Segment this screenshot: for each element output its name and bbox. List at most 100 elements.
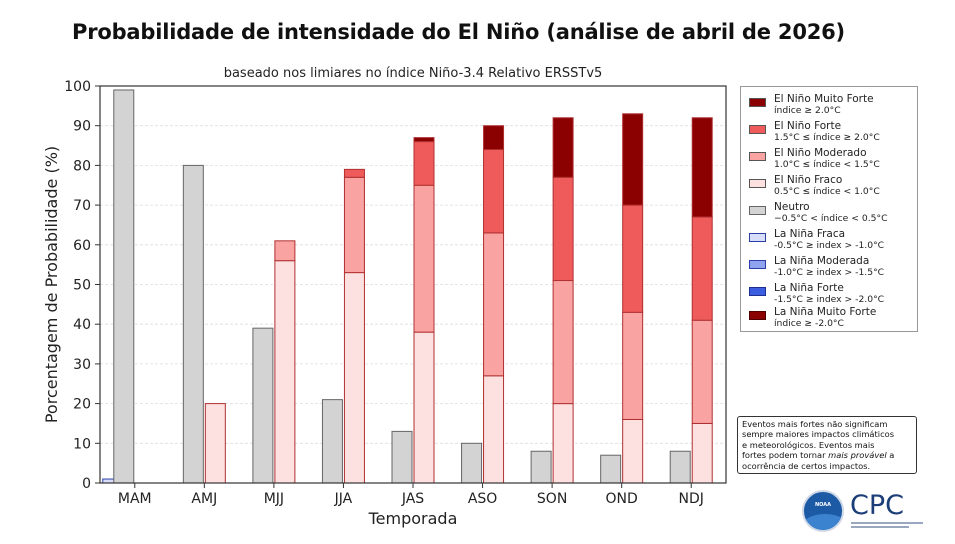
y-tick-label: 30 <box>73 357 91 373</box>
y-tick-label: 100 <box>64 79 91 95</box>
x-tick-label: JJA <box>334 491 353 507</box>
bar-neutral <box>600 454 622 484</box>
bar-el-nino <box>622 204 644 313</box>
bar-neutral <box>252 327 274 484</box>
bar-el-nino <box>343 176 365 274</box>
bar-el-nino <box>343 168 365 178</box>
legend-swatch <box>749 152 766 161</box>
page-title: Probabilidade de intensidade do El Niño … <box>72 20 845 44</box>
bar-neutral <box>530 450 552 484</box>
legend-range: índice ≥ -2.0°C <box>774 318 844 329</box>
legend-range: 1.5°C ≤ índice ≥ 2.0°C <box>774 132 880 143</box>
cpc-logo-subtitle-lines <box>851 522 923 530</box>
chart-legend: El Niño Muito Forte índice ≥ 2.0°C El Ni… <box>740 86 918 332</box>
x-tick-label: ASO <box>468 491 497 507</box>
bar-el-nino <box>552 117 574 178</box>
legend-range: 1.0°C ≤ índice < 1.5°C <box>774 159 880 170</box>
bar-el-nino <box>691 422 713 484</box>
legend-swatch <box>749 98 766 107</box>
bar-el-nino <box>483 149 505 234</box>
x-tick-label: MJJ <box>264 491 284 507</box>
x-tick-label: SON <box>537 491 567 507</box>
legend-label: El Niño Fraco <box>774 174 843 186</box>
legend-range: -1.5°C ≥ index > -2.0°C <box>774 294 885 305</box>
legend-label: La Niña Muito Forte <box>774 306 877 318</box>
y-tick-label: 20 <box>73 397 91 413</box>
legend-label: Neutro <box>774 201 810 213</box>
y-tick-label: 60 <box>73 238 91 254</box>
bar-neutral <box>113 89 135 484</box>
bar-el-nino <box>274 260 296 484</box>
x-tick-label: AMJ <box>191 491 217 507</box>
legend-range: −0.5°C < índice < 0.5°C <box>774 213 888 224</box>
x-tick-label: MAM <box>118 491 152 507</box>
bar-el-nino <box>274 240 296 262</box>
x-tick-label: NDJ <box>679 491 704 507</box>
x-axis-label: Temporada <box>368 509 458 528</box>
y-tick-label: 40 <box>73 317 91 333</box>
bar-el-nino <box>691 216 713 321</box>
bar-el-nino <box>483 375 505 484</box>
noaa-logo-text: NOAA <box>814 502 832 508</box>
x-tick-label: JAS <box>401 491 424 507</box>
note-line: fortes podem tornar mais provável a <box>742 450 895 461</box>
bar-el-nino <box>552 280 574 405</box>
legend-swatch <box>749 125 766 134</box>
x-tick-label: OND <box>606 491 638 507</box>
legend-swatch <box>749 260 766 269</box>
bar-el-nino <box>622 418 644 484</box>
bar-el-nino <box>483 232 505 377</box>
legend-swatch <box>749 233 766 242</box>
bar-el-nino <box>622 113 644 206</box>
bar-el-nino <box>413 331 435 484</box>
y-tick-label: 70 <box>73 198 91 214</box>
bar-neutral <box>669 450 691 484</box>
bar-el-nino <box>483 125 505 151</box>
legend-range: -0.5°C ≥ index > -1.0°C <box>774 240 885 251</box>
legend-range: índice ≥ 2.0°C <box>774 105 841 116</box>
noaa-logo-icon: NOAA <box>802 490 844 532</box>
note-line: Eventos mais fortes não significam <box>742 419 888 429</box>
cpc-logo-text: CPC <box>850 490 904 521</box>
legend-swatch <box>749 206 766 215</box>
note-line: e meteorológicos. Eventos mais <box>742 439 875 450</box>
note-line: ocorrência de certos impactos. <box>742 460 871 471</box>
legend-swatch <box>749 179 766 188</box>
y-tick-label: 50 <box>73 278 91 294</box>
y-tick-label: 90 <box>73 119 91 135</box>
legend-label: La Niña Moderada <box>774 255 870 267</box>
bar-neutral <box>182 164 204 484</box>
bar-el-nino <box>413 141 435 186</box>
bar-el-nino <box>552 176 574 282</box>
cpc-logo: NOAA CPC <box>802 488 923 536</box>
bar-neutral <box>391 430 413 484</box>
note-line: sempre maiores impactos climáticos <box>742 429 895 440</box>
legend-label: El Niño Moderado <box>774 147 867 159</box>
bar-el-nino <box>552 403 574 484</box>
legend-range: 0.5°C ≤ índice < 1.0°C <box>774 186 880 197</box>
legend-label: La Niña Forte <box>774 282 844 294</box>
bar-el-nino <box>413 184 435 333</box>
disclaimer-note: Eventos mais fortes não significam sempr… <box>737 416 917 474</box>
plot-frame <box>99 85 727 484</box>
bar-neutral <box>461 442 483 484</box>
bar-el-nino <box>622 311 644 420</box>
legend-swatch <box>749 311 766 320</box>
bar-el-nino <box>413 137 435 143</box>
bar-neutral <box>321 399 343 484</box>
bar-el-nino <box>204 403 226 484</box>
legend-label: El Niño Muito Forte <box>774 93 874 105</box>
bar-el-nino <box>691 117 713 218</box>
legend-label: La Niña Fraca <box>774 228 846 240</box>
legend-swatch <box>749 287 766 296</box>
y-tick-label: 0 <box>82 476 91 492</box>
y-axis-label: Porcentagem de Probabilidade (%) <box>42 146 61 423</box>
y-tick-label: 10 <box>73 436 91 452</box>
legend-label: El Niño Forte <box>774 120 842 132</box>
y-tick-label: 80 <box>73 158 91 174</box>
bar-el-nino <box>343 272 365 484</box>
legend-range: -1.0°C ≥ index > -1.5°C <box>774 267 885 278</box>
chart-subtitle: baseado nos limiares no índice Niño-3.4 … <box>224 66 603 81</box>
bar-el-nino <box>691 319 713 424</box>
